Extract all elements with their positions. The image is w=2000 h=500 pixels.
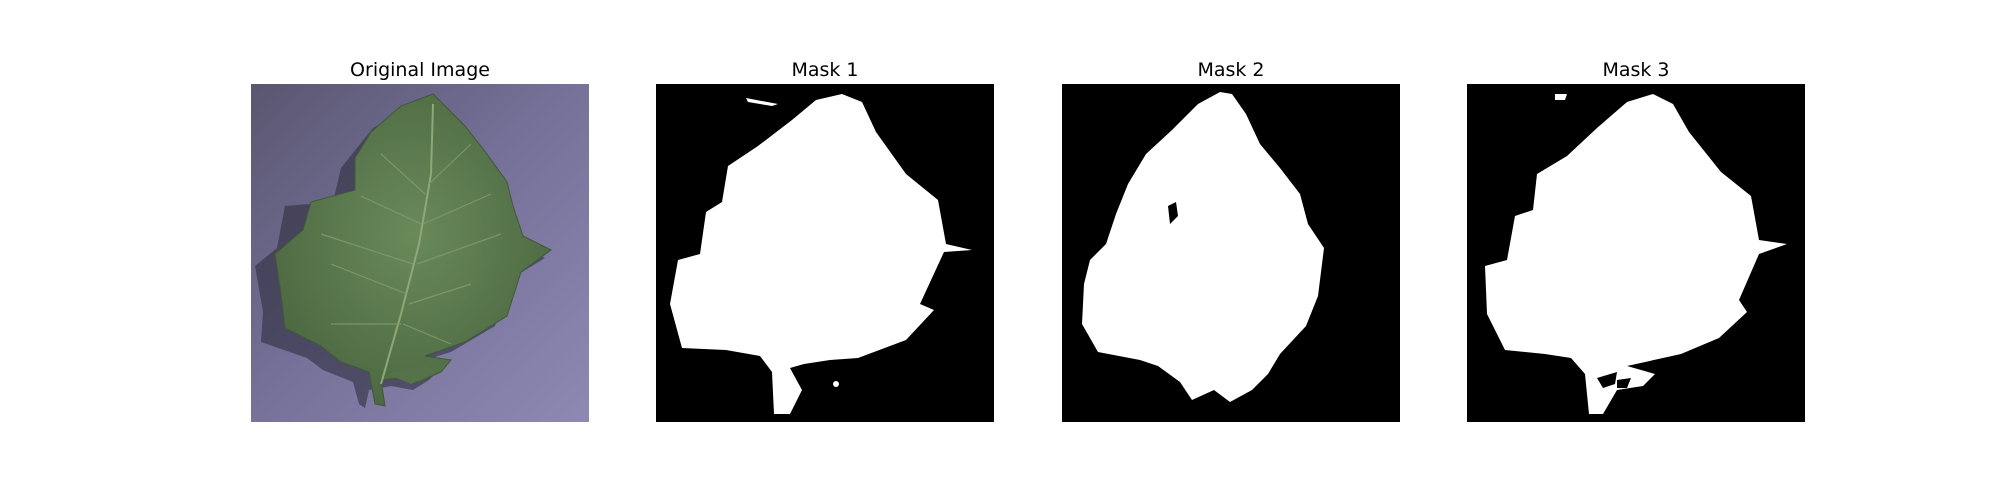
panel-title: Mask 1 — [791, 59, 859, 81]
panel-title: Original Image — [350, 59, 490, 81]
panel-mask-2: Mask 2 — [1062, 58, 1400, 422]
panel-title: Mask 3 — [1602, 59, 1670, 81]
mask-2-image — [1062, 84, 1400, 422]
leaf-photo — [251, 84, 589, 422]
panel-mask-1: Mask 1 — [656, 58, 994, 422]
panel-original-image: Original Image — [251, 58, 589, 422]
mask-3-image — [1467, 84, 1805, 422]
panel-mask-3: Mask 3 — [1467, 58, 1805, 422]
mask-1-image — [656, 84, 994, 422]
panel-title: Mask 2 — [1197, 59, 1265, 81]
